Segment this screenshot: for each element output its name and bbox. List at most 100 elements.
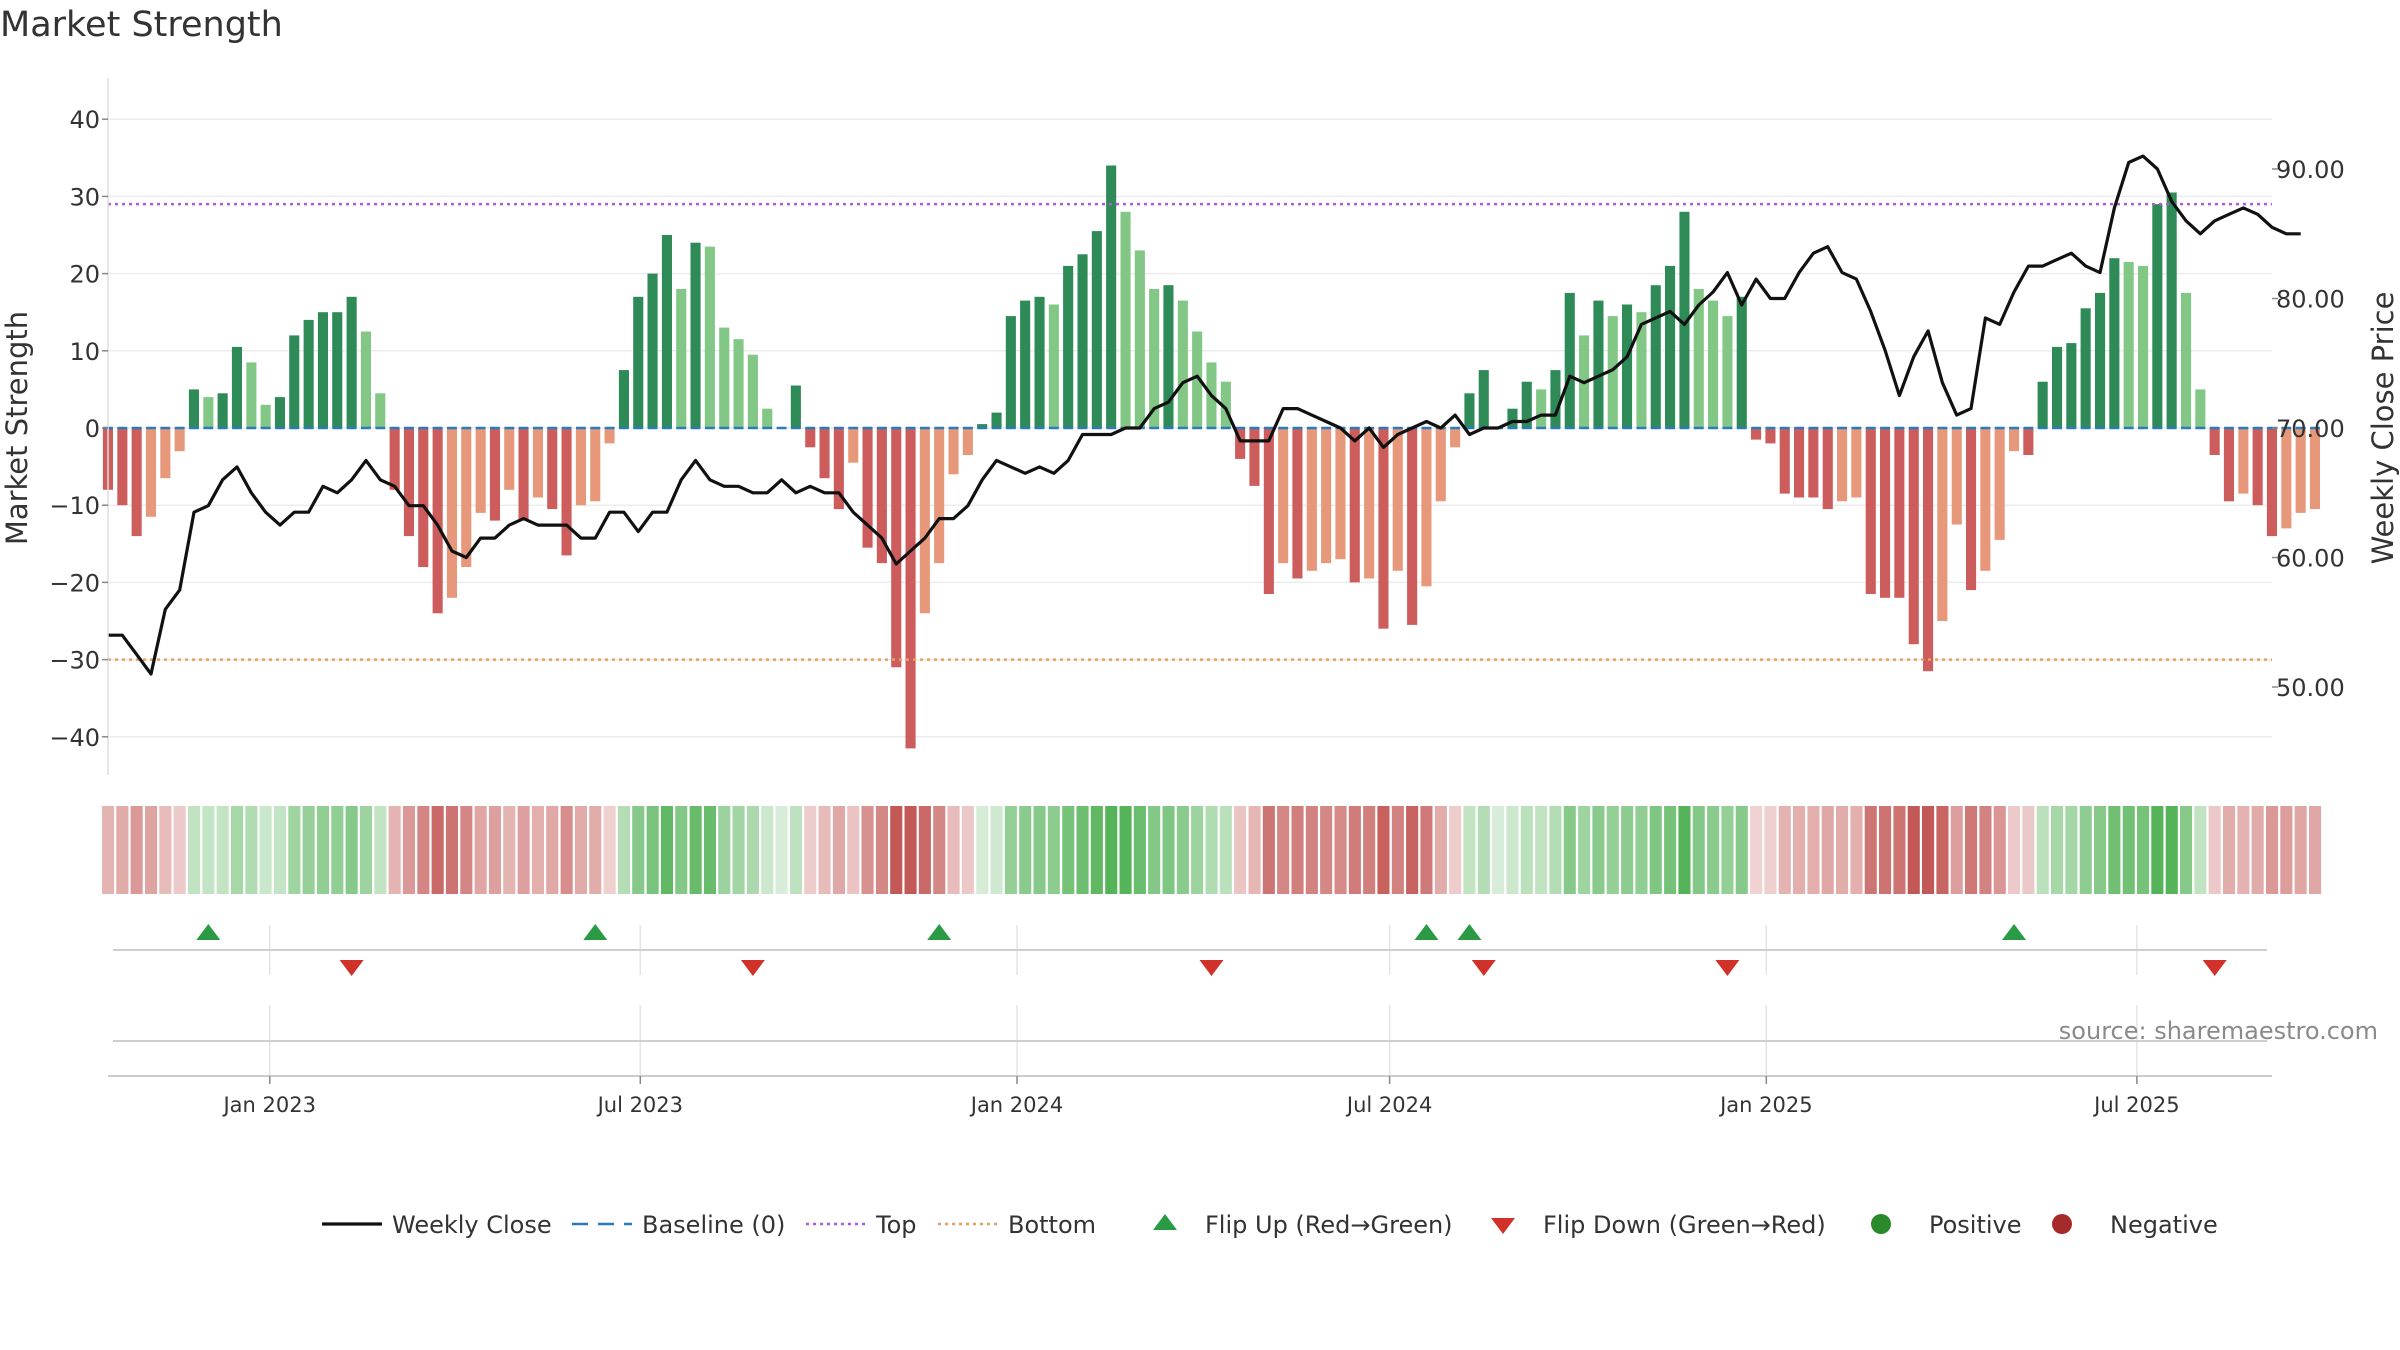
heat-cell <box>1563 806 1576 894</box>
heat-cell <box>1492 806 1505 894</box>
heat-cell <box>1979 806 1992 894</box>
legend-item: Weekly Close <box>322 1211 552 1239</box>
heat-cell <box>961 806 974 894</box>
strength-bar <box>848 428 859 463</box>
heat-cell <box>2208 806 2221 894</box>
heat-cell <box>1993 806 2006 894</box>
heat-cell <box>474 806 487 894</box>
strength-bar <box>1693 289 1704 428</box>
strength-bar <box>1063 265 1074 428</box>
strength-bar <box>1636 312 1647 428</box>
strength-bar <box>1779 428 1790 494</box>
heat-cell <box>603 806 616 894</box>
strength-bar <box>174 428 185 452</box>
strength-bar <box>1106 165 1117 428</box>
strength-bar <box>518 428 529 521</box>
strength-bar <box>2166 192 2177 428</box>
strength-bar <box>2181 292 2192 428</box>
strength-bar <box>489 428 500 521</box>
heat-cell <box>761 806 774 894</box>
strength-bar <box>590 428 601 502</box>
heat-cell <box>2266 806 2279 894</box>
heat-cell <box>2180 806 2193 894</box>
heat-cell <box>1434 806 1447 894</box>
heat-cell <box>560 806 573 894</box>
heat-cell <box>646 806 659 894</box>
strength-bar <box>1048 304 1059 428</box>
heat-cell <box>1449 806 1462 894</box>
flip-down-marker <box>339 960 364 976</box>
flip-up-marker <box>583 924 608 940</box>
legend-label: Top <box>875 1211 917 1239</box>
heat-cell <box>890 806 903 894</box>
strength-bar <box>2238 428 2249 494</box>
heat-cell <box>2036 806 2049 894</box>
strength-bar <box>145 428 156 517</box>
strength-bar <box>346 296 357 428</box>
strength-bar <box>690 242 701 428</box>
heat-cell <box>2237 806 2250 894</box>
heat-cell <box>904 806 917 894</box>
strength-bar <box>418 428 429 567</box>
heat-cell <box>1176 806 1189 894</box>
heat-cell <box>259 806 272 894</box>
flip-down-marker <box>2202 960 2227 976</box>
strength-bar <box>1536 389 1547 428</box>
heat-cell <box>1148 806 1161 894</box>
heat-cell <box>1191 806 1204 894</box>
strength-bar <box>1837 428 1848 502</box>
x-tick-label: Jan 2023 <box>221 1093 316 1117</box>
legend-item: Baseline (0) <box>572 1211 785 1239</box>
heat-cell <box>546 806 559 894</box>
heat-cell <box>288 806 301 894</box>
strength-bar <box>1550 370 1561 428</box>
strength-bar <box>1278 428 1289 564</box>
heat-cell <box>861 806 874 894</box>
strength-bar <box>1163 285 1174 428</box>
heat-cell <box>2008 806 2021 894</box>
y-left-tick-label: 40 <box>69 106 100 134</box>
heat-cell <box>130 806 143 894</box>
strength-bar <box>819 428 830 479</box>
heat-cell <box>2251 806 2264 894</box>
strength-bar <box>461 428 472 567</box>
heat-cell <box>345 806 358 894</box>
heat-cell <box>1678 806 1691 894</box>
legend-label: Flip Down (Green→Red) <box>1543 1211 1826 1239</box>
heat-cell <box>374 806 387 894</box>
strength-bar <box>1020 300 1031 428</box>
strength-bar <box>1722 316 1733 428</box>
legend-item: Top <box>806 1211 917 1239</box>
heat-cell <box>316 806 329 894</box>
heat-cell <box>660 806 673 894</box>
strength-bar <box>1507 408 1518 428</box>
heat-cell <box>402 806 415 894</box>
flip-up-marker <box>1414 924 1439 940</box>
strength-bar <box>504 428 515 490</box>
heat-cell <box>689 806 702 894</box>
heat-cell <box>1621 806 1634 894</box>
strength-bar <box>2037 381 2048 428</box>
y-left-tick-label: 0 <box>85 415 100 443</box>
strength-bar <box>2309 428 2320 510</box>
flip-down-marker <box>740 960 765 976</box>
heat-cell <box>1291 806 1304 894</box>
heat-cell <box>574 806 587 894</box>
heat-cell <box>1578 806 1591 894</box>
x-tick-label: Jul 2023 <box>596 1093 683 1117</box>
strength-heat-strip <box>102 806 2322 894</box>
heat-cell <box>1162 806 1175 894</box>
heat-cell <box>159 806 172 894</box>
x-tick-label: Jul 2025 <box>2092 1093 2179 1117</box>
strength-bar <box>1607 316 1618 428</box>
weekly-close-line <box>108 154 2301 676</box>
heat-cell <box>789 806 802 894</box>
strength-bar <box>547 428 558 510</box>
strength-bar <box>1751 428 1762 440</box>
strength-bar <box>905 428 916 749</box>
flip-down-marker <box>1199 960 1224 976</box>
heat-cell <box>1707 806 1720 894</box>
y-right-tick-label: 90.00 <box>2276 156 2345 184</box>
heat-cell <box>2151 806 2164 894</box>
strength-bar <box>1005 316 1016 428</box>
